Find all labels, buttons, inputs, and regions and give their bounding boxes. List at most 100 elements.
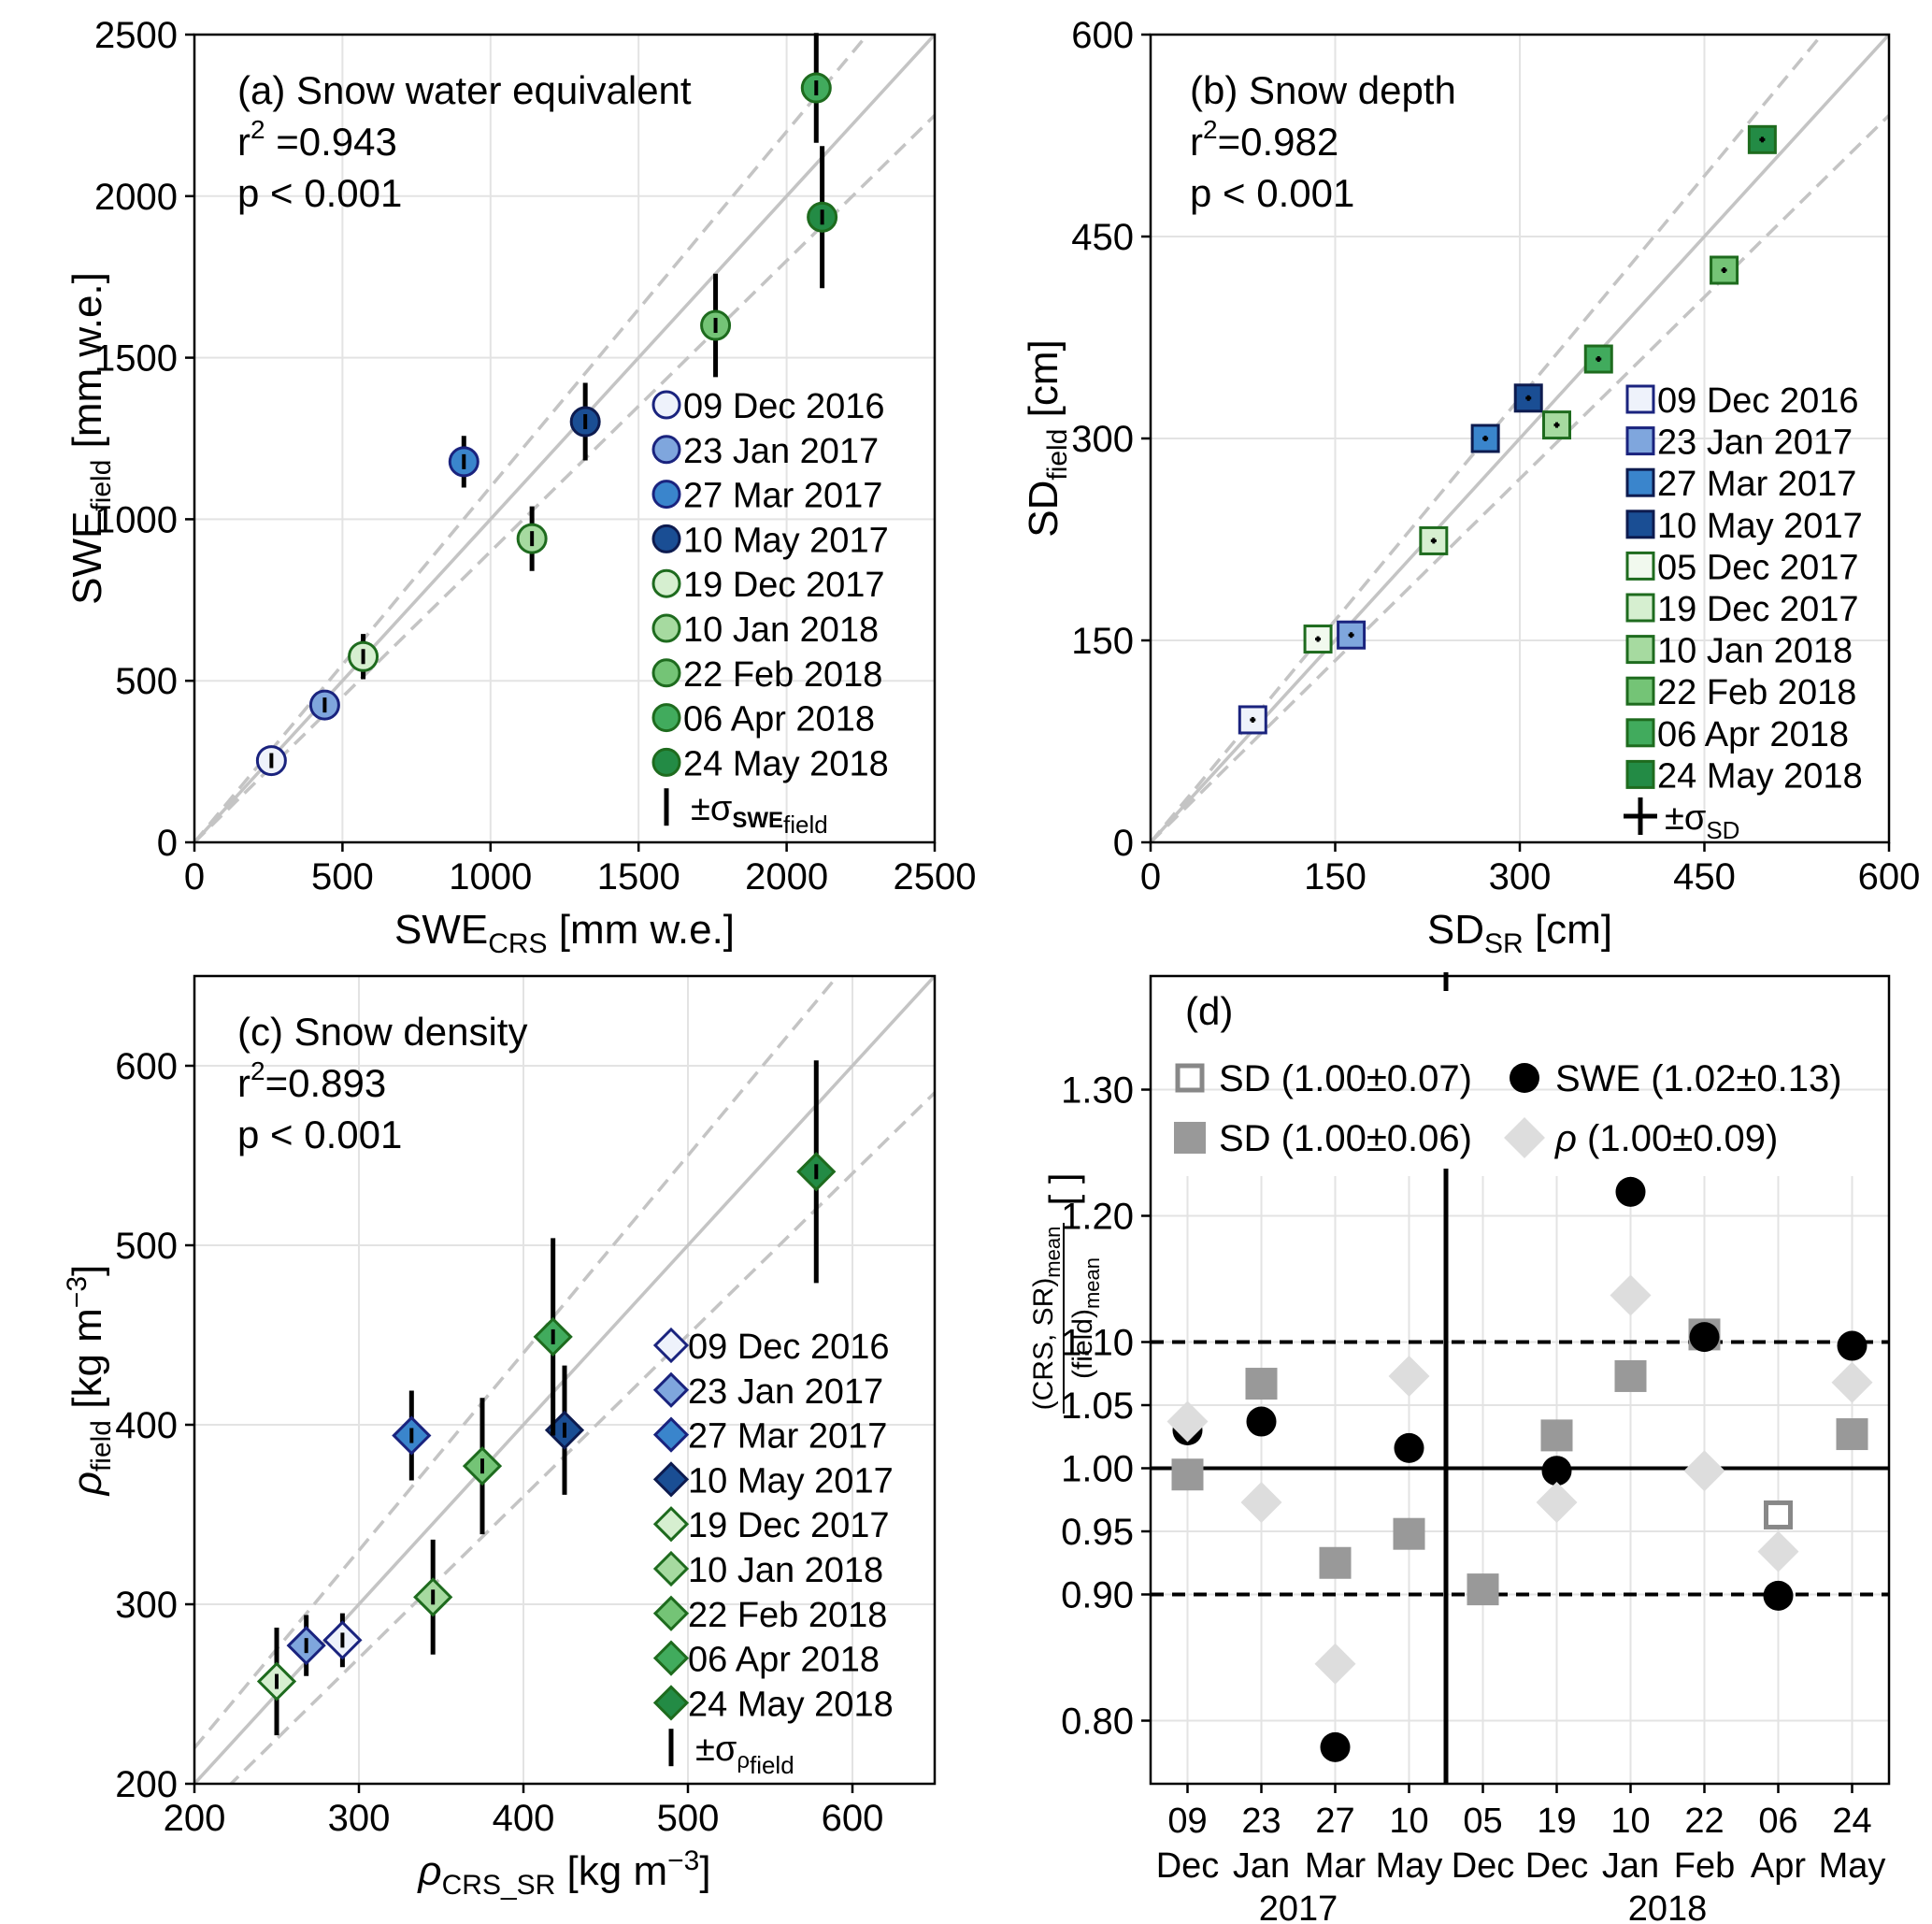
legend-label-09-dec-2016: 09 Dec 2016 (683, 387, 885, 426)
legend-marker-23-jan-2017 (651, 435, 681, 465)
axes-frame (1149, 974, 1891, 1786)
y-tick-label: 400 (115, 1405, 178, 1446)
legend-marker-23-jan-2017 (1625, 426, 1655, 456)
legend-marker-22-feb-2018 (1625, 676, 1655, 706)
bound-line-90 (1151, 112, 1889, 842)
y-tick-label: 500 (115, 661, 178, 702)
y-tick-label: 1.20 (1061, 1197, 1134, 1238)
y-tick-label: 0.90 (1061, 1575, 1134, 1616)
legend-label-06-apr-2018: 06 Apr 2018 (1657, 715, 1849, 754)
year-label-2017: 2017 (1259, 1889, 1338, 1924)
point-swe-1-02-0-13-5 (1541, 1456, 1572, 1486)
x-tick-month-label: May (1376, 1846, 1443, 1886)
y-tick-label: 1.00 (1061, 1449, 1134, 1490)
r-squared-text: r2 =0.943 (237, 115, 397, 164)
panel-title: (a) Snow water equivalent (237, 68, 692, 112)
point-sd-1-00-0-06-1 (1245, 1368, 1278, 1400)
y-tick-label: 2500 (94, 15, 178, 56)
legend-label-23-jan-2017: 23 Jan 2017 (1657, 424, 1853, 463)
point-swe-1-02-0-13-6 (1615, 1176, 1646, 1207)
point-1-00-0-09-1 (1240, 1481, 1282, 1523)
one-to-one-line (1151, 35, 1889, 842)
panel-title: (d) (1185, 989, 1233, 1033)
x-tick-month-label: Dec (1525, 1846, 1589, 1886)
y-tick-label: 1.30 (1061, 1070, 1134, 1112)
legend-label-10-may-2017: 10 May 2017 (1657, 507, 1863, 546)
legend-marker-10-may-2017 (652, 1461, 690, 1498)
x-tick-day-label: 19 (1537, 1802, 1576, 1841)
data-points (1238, 124, 1777, 735)
point-sd-1-00-0-06-4 (1467, 1573, 1499, 1606)
x-tick-day-label: 23 (1241, 1802, 1281, 1841)
x-axis-label: SDSR [cm] (1427, 907, 1612, 959)
legend-label-22-feb-2018: 22 Feb 2018 (1657, 673, 1856, 712)
legend-label-10-jan-2018: 10 Jan 2018 (688, 1551, 883, 1590)
x-tick-label: 150 (1304, 856, 1367, 897)
series-1-00-0-09 (1166, 1274, 1873, 1685)
x-tick-label: 600 (1858, 856, 1921, 897)
x-tick-label: 2000 (745, 856, 828, 897)
legend-label-23-jan-2017: 23 Jan 2017 (688, 1372, 883, 1412)
legend-marker-22-feb-2018 (651, 658, 681, 688)
panel-a-swe-scatter: 0 500 1000 1500 2000 2500 0 500 1000 1500 2000 2500… (64, 15, 977, 959)
point-1-00-0-09-2 (1314, 1643, 1356, 1685)
legend-label-24-may-2018: 24 May 2018 (683, 744, 889, 783)
x-tick-month-label: Apr (1751, 1846, 1806, 1886)
legend-marker-10-jan-2018 (652, 1550, 690, 1587)
legend: 09 Dec 2016 23 Jan 2017 27 Mar 2017 10 May … (651, 387, 889, 839)
point-sd-1-00-0-06-3 (1393, 1517, 1425, 1550)
x-tick-month-label: Jan (1602, 1846, 1659, 1886)
point-1-00-0-09-5 (1536, 1481, 1578, 1523)
legend-label-swe-1-02-0-13: SWE (1.02±0.13) (1555, 1058, 1842, 1099)
y-tick-label: 1500 (94, 338, 178, 380)
legend-marker-09-dec-2016 (651, 390, 681, 420)
legend-label-10-jan-2018: 10 Jan 2018 (683, 610, 879, 650)
legend-marker-1-00-0-09 (1504, 1117, 1545, 1158)
legend-marker-swe-1-02-0-13 (1510, 1063, 1539, 1093)
bound-line-90 (194, 112, 935, 842)
legend-label-09-dec-2016: 09 Dec 2016 (688, 1328, 890, 1367)
point-swe-1-02-0-13-9 (1837, 1330, 1868, 1361)
legend-label-22-feb-2018: 22 Feb 2018 (683, 655, 882, 695)
y-tick-label: 1.10 (1061, 1323, 1134, 1364)
x-axis-label: SWECRS [mm w.e.] (394, 907, 735, 959)
legend-marker-sd-1-00-0-06 (1174, 1122, 1206, 1154)
panel-d-ratio-timeseries: 0.80 0.90 0.95 1.00 1.05 1.10 1.20 1.30 09 Dec 23 J… (1028, 972, 1891, 1924)
legend-marker-27-mar-2017 (651, 480, 681, 510)
y-tick-label: 0 (157, 823, 178, 864)
y-tick-label: 200 (115, 1764, 178, 1805)
legend-error-label: ±σρfield (695, 1730, 794, 1779)
legend-marker-10-may-2017 (1625, 510, 1655, 539)
x-tick-day-label: 05 (1463, 1802, 1502, 1841)
legend-marker-23-jan-2017 (652, 1371, 690, 1408)
p-value-text: p < 0.001 (237, 1113, 402, 1156)
x-tick-day-label: 06 (1758, 1802, 1797, 1841)
point-1-00-0-09-0 (1166, 1400, 1209, 1443)
legend-marker-27-mar-2017 (652, 1416, 690, 1453)
x-tick-label: 500 (657, 1798, 720, 1839)
legend-marker-10-jan-2018 (651, 613, 681, 643)
panel-c-snow-density-scatter: 200 300 400 500 600 200 300 400 500 600 ρCRS_SR [k… (62, 974, 937, 1901)
x-tick-label: 400 (493, 1798, 555, 1839)
point-sd-1-00-0-06-0 (1171, 1458, 1204, 1491)
point-sd-1-00-0-06-5 (1540, 1419, 1573, 1452)
panel-title: (c) Snow density (237, 1010, 527, 1054)
point-sd-1-00-0-07-8 (1764, 1500, 1793, 1529)
legend-label-24-may-2018: 24 May 2018 (1657, 756, 1863, 796)
y-axis-label: ρfield [kg m−3] (62, 1265, 117, 1498)
axes-frame (193, 974, 937, 1786)
legend: SD (1.00±0.07) SWE (1.02±0.13) SD (1.00±0.… (1174, 1058, 1842, 1159)
legend-error-label: ±σSWEfield (691, 789, 828, 839)
point-1-00-0-09-3 (1388, 1355, 1430, 1397)
x-tick-label: 2500 (894, 856, 977, 897)
y-tick-label: 150 (1071, 621, 1134, 662)
legend-marker-27-mar-2017 (1625, 467, 1655, 497)
y-axis-label-group: SDfield [cm] (1021, 339, 1073, 538)
legend-marker-sd-1-00-0-07 (1175, 1063, 1205, 1093)
y-tick-label: 600 (115, 1046, 178, 1087)
y-tick-label: 0.95 (1061, 1512, 1134, 1553)
point-1-00-0-09-7 (1683, 1450, 1725, 1492)
point-swe-1-02-0-13-1 (1246, 1406, 1277, 1437)
x-tick-month-label: Dec (1156, 1846, 1220, 1886)
y-tick-label: 0.80 (1061, 1701, 1134, 1743)
